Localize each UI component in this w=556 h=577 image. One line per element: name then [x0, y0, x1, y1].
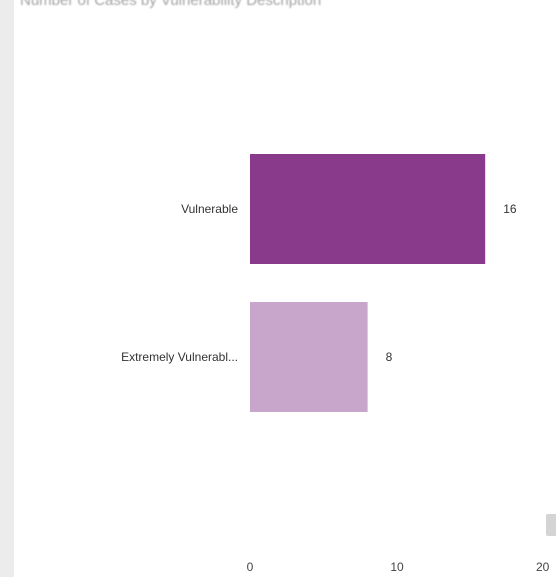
scroll-handle[interactable] [546, 514, 556, 536]
chart-title: Number of Cases by Vulnerability Descrip… [20, 0, 322, 9]
x-tick-label-0: 0 [247, 560, 254, 574]
bar-0[interactable] [250, 154, 486, 264]
value-label-0: 16 [503, 202, 517, 216]
value-label-1: 8 [386, 350, 393, 364]
x-tick-label-2: 20 [536, 560, 550, 574]
left-panel-edge [0, 0, 14, 577]
category-label-1: Extremely Vulnerabl... [121, 350, 238, 364]
x-tick-label-1: 10 [390, 560, 404, 574]
bar-1[interactable] [250, 302, 368, 412]
category-label-0: Vulnerable [181, 202, 238, 216]
